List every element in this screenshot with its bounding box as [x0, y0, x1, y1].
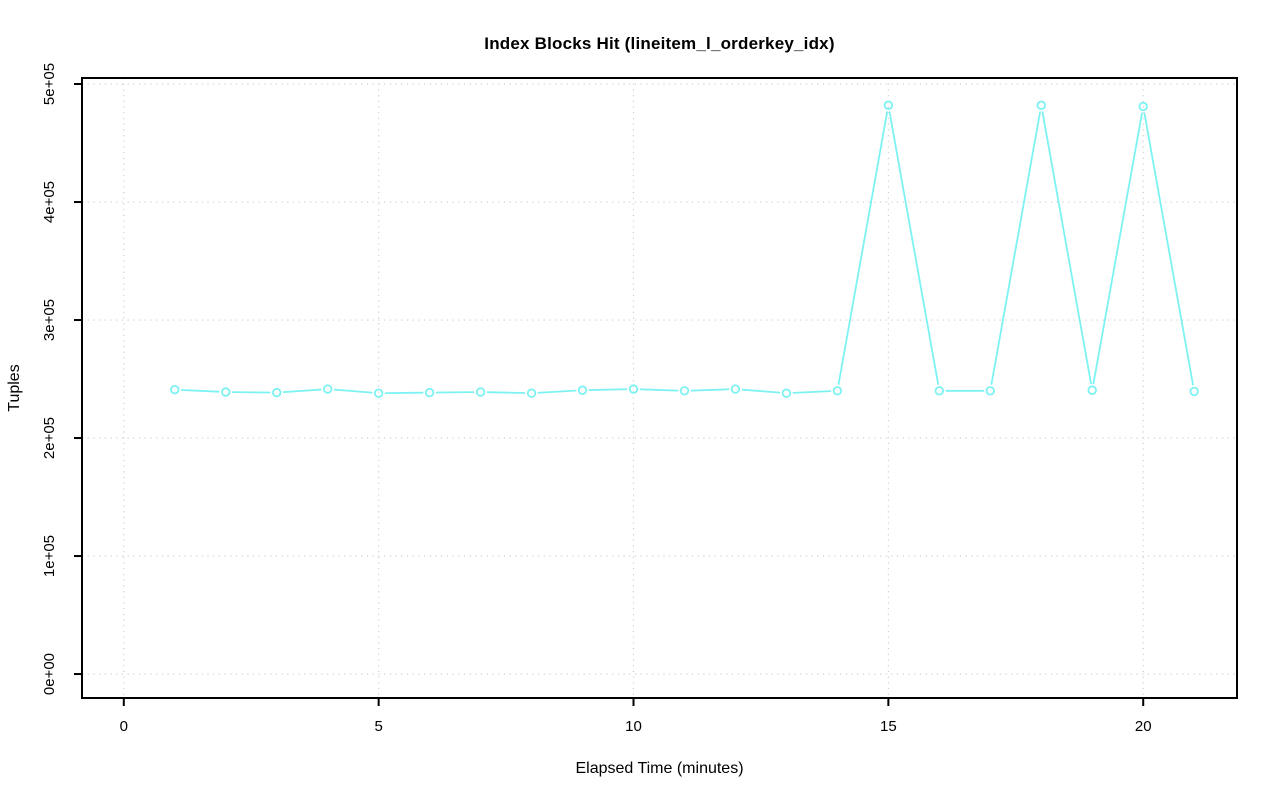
- series-line-segment: [741, 388, 781, 394]
- data-point-marker: [832, 386, 843, 396]
- data-point-marker: [170, 384, 180, 395]
- data-point-marker: [373, 388, 384, 398]
- data-point-marker: [1138, 101, 1148, 112]
- series-line-segment: [888, 111, 940, 385]
- x-axis-title: Elapsed Time (minutes): [575, 760, 744, 777]
- x-tick-label: 15: [880, 718, 897, 735]
- series-line-segment: [639, 388, 679, 392]
- x-tick-label: 0: [120, 718, 128, 735]
- series-line-segment: [837, 111, 889, 385]
- series-line-segment: [1041, 111, 1092, 385]
- x-tick-label: 5: [374, 718, 382, 735]
- series-line-segment: [792, 390, 832, 394]
- y-tick-label: 3e+05: [41, 299, 58, 341]
- data-point-marker: [272, 387, 282, 398]
- y-tick-label: 2e+05: [41, 417, 58, 459]
- data-point-marker: [1036, 100, 1046, 110]
- series-line-segment: [588, 388, 628, 391]
- series-line-segment: [690, 388, 730, 392]
- series-line-segment: [1092, 112, 1143, 385]
- y-tick-label: 4e+05: [41, 181, 58, 223]
- series-line-segment: [180, 389, 220, 393]
- data-point-marker: [985, 386, 996, 396]
- data-point-marker: [679, 386, 690, 396]
- series-line-segment: [1143, 112, 1194, 386]
- series-line-segment: [333, 388, 373, 394]
- y-tick-label: 5e+05: [41, 63, 58, 105]
- series-line-segment: [990, 111, 1041, 385]
- data-point-marker: [577, 385, 588, 395]
- data-point-marker: [1087, 385, 1097, 395]
- data-point-marker: [628, 384, 639, 394]
- series-line-segment: [537, 389, 577, 394]
- data-point-marker: [934, 386, 945, 396]
- x-tick-label: 20: [1135, 718, 1152, 735]
- data-point-marker: [781, 388, 792, 398]
- chart-title: Index Blocks Hit (lineitem_l_orderkey_id…: [484, 34, 835, 53]
- data-point-marker: [883, 100, 894, 110]
- y-tick-label: 1e+05: [41, 535, 58, 577]
- data-point-marker: [1189, 386, 1199, 397]
- series-line-segment: [282, 388, 322, 394]
- data-point-marker: [475, 387, 486, 397]
- data-point-marker: [526, 388, 537, 398]
- y-axis-title: Tuples: [6, 364, 23, 412]
- y-tick-label: 0e+00: [41, 653, 58, 695]
- data-point-marker: [424, 387, 435, 398]
- data-point-marker: [221, 387, 231, 397]
- data-point-marker: [730, 384, 741, 394]
- x-tick-label: 10: [625, 718, 642, 735]
- plot-box: [81, 77, 1238, 699]
- series-line-segment: [486, 391, 526, 394]
- data-point-marker: [322, 384, 333, 394]
